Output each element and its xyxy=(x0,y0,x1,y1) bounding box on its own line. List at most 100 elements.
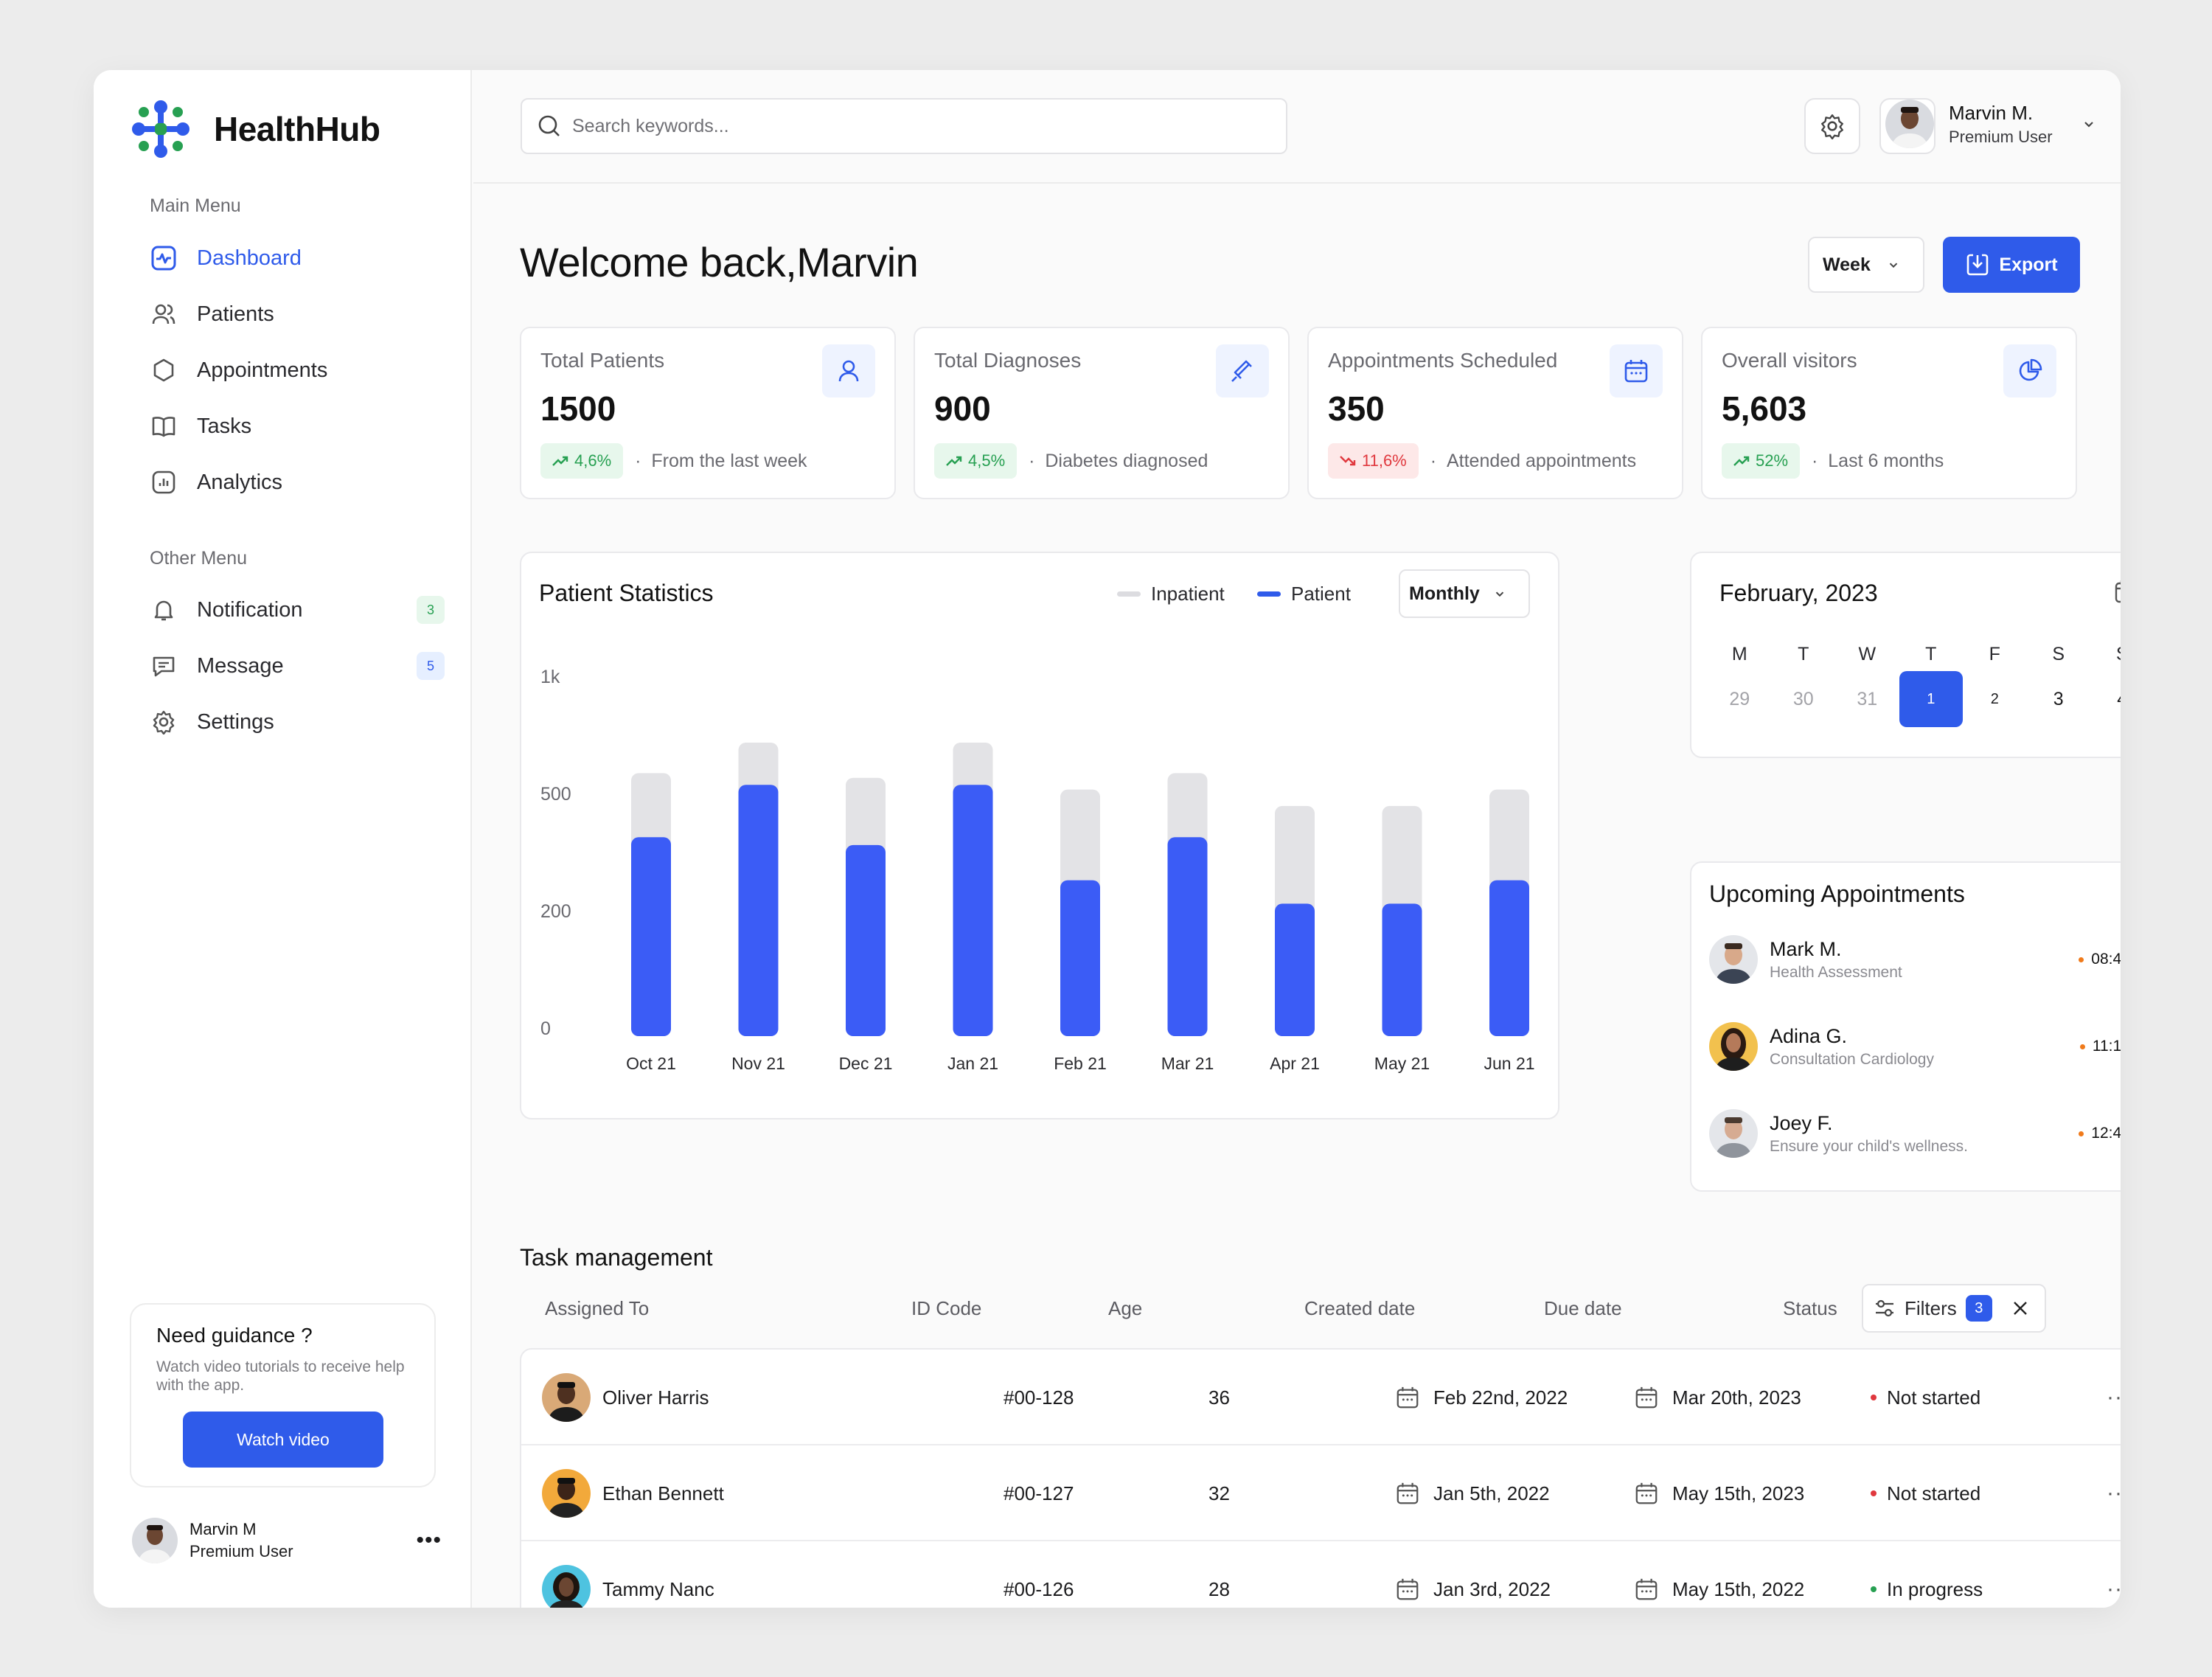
y-tick-label: 200 xyxy=(540,901,571,922)
brand[interactable]: HealthHub xyxy=(130,98,380,160)
gear-icon xyxy=(150,708,178,736)
notification-count-badge: 3 xyxy=(417,596,445,624)
calendar-icon xyxy=(1635,1386,1658,1409)
bar-patient[interactable] xyxy=(1382,903,1422,1036)
bar-patient[interactable] xyxy=(1489,880,1529,1036)
calendar-day[interactable]: 3 xyxy=(2053,688,2064,709)
column-header-age[interactable]: Age xyxy=(1108,1297,1143,1319)
sidebar-item-settings[interactable]: Settings xyxy=(150,694,445,750)
export-button[interactable]: Export xyxy=(1943,237,2080,293)
row-menu-icon[interactable]: ··· xyxy=(2107,1385,2121,1409)
message-count-badge: 5 xyxy=(417,652,445,680)
more-options-icon[interactable]: ••• xyxy=(416,1528,442,1552)
stat-card-total-diagnoses[interactable]: Total Diagnoses 900 4,5% · Diabetes diagn… xyxy=(914,327,1290,499)
bell-icon xyxy=(150,596,178,624)
sidebar-user[interactable]: Marvin M Premium User ••• xyxy=(132,1518,442,1563)
row-menu-icon[interactable]: ··· xyxy=(2107,1481,2121,1505)
row-menu-icon[interactable]: ··· xyxy=(2107,1577,2121,1601)
upcoming-appointments-card: Upcoming Appointments Mark M. Health Asse… xyxy=(1690,861,2121,1192)
range-select[interactable]: Monthly xyxy=(1399,569,1530,618)
x-tick-label: Oct 21 xyxy=(626,1054,676,1073)
bar-patient[interactable] xyxy=(953,785,993,1036)
column-header-id[interactable]: ID Code xyxy=(911,1297,982,1319)
sidebar-item-tasks[interactable]: Tasks xyxy=(150,398,445,454)
column-header-assigned[interactable]: Assigned To xyxy=(545,1297,650,1319)
calendar-card: February, 2023 M T W T F S S 29 30 31 1 … xyxy=(1690,552,2121,758)
stat-card-visitors[interactable]: Overall visitors 5,603 52% · Last 6 month… xyxy=(1701,327,2077,499)
legend-item-inpatient[interactable]: Inpatient xyxy=(1117,583,1225,605)
gear-icon xyxy=(1821,114,1843,139)
x-tick-label: Dec 21 xyxy=(839,1054,893,1073)
age-cell: 32 xyxy=(1208,1482,1230,1504)
y-tick-label: 500 xyxy=(540,784,571,805)
stat-card-appointments[interactable]: Appointments Scheduled 350 11,6% · Attend… xyxy=(1307,327,1683,499)
calendar-icon xyxy=(1397,1386,1419,1409)
calendar-day[interactable]: 31 xyxy=(1857,688,1878,709)
sidebar-item-message[interactable]: Message 5 xyxy=(150,638,445,694)
sidebar-user-name: Marvin M xyxy=(189,1520,257,1538)
calendar-day-selected[interactable]: 1 xyxy=(1899,671,1963,727)
stat-card-total-patients[interactable]: Total Patients 1500 4,6% · From the last … xyxy=(520,327,896,499)
weekday-label: S xyxy=(2090,638,2121,671)
bar-patient[interactable] xyxy=(738,785,779,1036)
calendar-day[interactable]: 4 xyxy=(2090,671,2121,727)
settings-button[interactable] xyxy=(1804,98,1860,154)
user-menu[interactable]: Marvin M. Premium User xyxy=(1885,100,2096,148)
assignee-cell: Ethan Bennett xyxy=(542,1445,724,1541)
status-cell: Not started xyxy=(1871,1350,1980,1445)
calendar-title: February, 2023 xyxy=(1719,580,1878,606)
appointment-name: Mark M. xyxy=(1770,937,1842,960)
table-row[interactable]: Oliver Harris #00-128 36 Feb 22nd, 2022 … xyxy=(521,1350,2121,1445)
bar-patient[interactable] xyxy=(631,837,671,1036)
appointment-name: Joey F. xyxy=(1770,1111,1833,1134)
sidebar-item-appointments[interactable]: Appointments xyxy=(150,342,445,398)
search-icon xyxy=(538,115,560,136)
close-icon[interactable] xyxy=(2011,1299,2029,1317)
sidebar-item-patients[interactable]: Patients xyxy=(150,286,445,342)
table-row[interactable]: Ethan Bennett #00-127 32 Jan 5th, 2022 M… xyxy=(521,1445,2121,1541)
calendar-icon xyxy=(1397,1482,1419,1504)
sidebar-item-analytics[interactable]: Analytics xyxy=(150,454,445,510)
trend-up-badge: 4,5% xyxy=(934,443,1018,479)
bar-patient[interactable] xyxy=(1060,880,1100,1036)
bar-patient[interactable] xyxy=(1275,903,1315,1036)
appointment-time: 12:45pm xyxy=(2091,1125,2121,1142)
calendar-day[interactable]: 30 xyxy=(1792,688,1814,709)
stat-change: 4,6% xyxy=(574,451,612,470)
column-header-status[interactable]: Status xyxy=(1783,1297,1837,1319)
column-header-created[interactable]: Created date xyxy=(1304,1297,1416,1319)
sidebar-item-dashboard[interactable]: Dashboard xyxy=(150,230,445,286)
bar-patient[interactable] xyxy=(1167,837,1208,1036)
calendar-icon xyxy=(1610,344,1663,397)
legend-label: Patient xyxy=(1291,583,1351,605)
appointment-item[interactable]: Mark M. Health Assessment 08:45am xyxy=(1709,935,2121,984)
age-cell: 28 xyxy=(1208,1577,1230,1600)
stat-label: Total Diagnoses xyxy=(934,349,1082,372)
legend-item-patient[interactable]: Patient xyxy=(1257,583,1351,605)
id-cell: #00-127 xyxy=(1004,1482,1074,1504)
search-input[interactable] xyxy=(572,115,1236,137)
status-cell: In progress xyxy=(1871,1541,1983,1608)
sidebar-item-label: Analytics xyxy=(197,470,283,494)
bar-patient[interactable] xyxy=(846,844,886,1036)
user-icon xyxy=(822,344,875,397)
sidebar-item-notification[interactable]: Notification 3 xyxy=(150,582,445,638)
sidebar-item-label: Dashboard xyxy=(197,246,302,270)
calendar-day[interactable]: 2 xyxy=(1990,690,1999,707)
message-icon xyxy=(150,652,178,680)
calendar-icon[interactable] xyxy=(2113,578,2121,605)
table-row[interactable]: Tammy Nanc #00-126 28 Jan 3rd, 2022 May … xyxy=(521,1541,2121,1608)
watch-video-button[interactable]: Watch video xyxy=(183,1412,383,1468)
age-cell: 36 xyxy=(1208,1386,1230,1409)
calendar-day[interactable]: 29 xyxy=(1729,688,1750,709)
trend-up-badge: 52% xyxy=(1722,443,1801,479)
appointment-item[interactable]: Adina G. Consultation Cardiology 11:15am xyxy=(1709,1022,2121,1071)
stat-note: From the last week xyxy=(651,450,807,471)
search-box[interactable] xyxy=(521,98,1287,154)
task-section-title: Task management xyxy=(520,1244,713,1271)
period-select[interactable]: Week xyxy=(1808,237,1924,293)
filters-button[interactable]: Filters 3 xyxy=(1862,1284,2046,1333)
period-select-value: Week xyxy=(1823,254,1871,275)
appointment-item[interactable]: Joey F. Ensure your child's wellness. 12:… xyxy=(1709,1109,2121,1158)
column-header-due[interactable]: Due date xyxy=(1544,1297,1622,1319)
